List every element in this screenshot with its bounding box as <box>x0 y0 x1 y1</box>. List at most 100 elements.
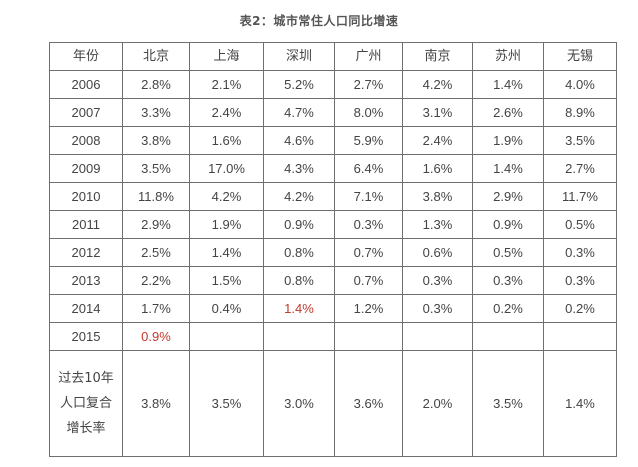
value-cell: 8.9% <box>543 98 617 127</box>
value-cell: 1.7% <box>122 294 190 323</box>
year-cell: 2009 <box>49 154 123 183</box>
empty-cell <box>263 322 335 351</box>
value-cell: 0.5% <box>472 238 544 267</box>
value-cell: 4.0% <box>543 70 617 99</box>
summary-label-line: 增长率 <box>66 421 106 436</box>
value-cell: 2.4% <box>402 126 473 155</box>
value-cell: 0.3% <box>402 294 473 323</box>
population-growth-table: 年份 北京 上海 深圳 广州 南京 苏州 无锡 2006 2.8% 2.1% 5… <box>49 42 617 457</box>
value-cell: 5.9% <box>334 126 403 155</box>
value-cell: 3.3% <box>122 98 190 127</box>
summary-value-cell: 2.0% <box>402 350 473 457</box>
value-cell: 0.3% <box>543 266 617 295</box>
value-cell: 7.1% <box>334 182 403 211</box>
empty-cell <box>402 322 473 351</box>
value-cell: 11.8% <box>122 182 190 211</box>
empty-cell <box>189 322 264 351</box>
header-city: 北京 <box>122 42 190 71</box>
summary-value-cell: 3.6% <box>334 350 403 457</box>
summary-label-line: 过去10年 <box>58 371 114 386</box>
value-cell: 0.3% <box>543 238 617 267</box>
table-row: 2008 3.8% 1.6% 4.6% 5.9% 2.4% 1.9% 3.5% <box>49 126 617 155</box>
table-row: 2010 11.8% 4.2% 4.2% 7.1% 3.8% 2.9% 11.7… <box>49 182 617 211</box>
value-cell: 0.2% <box>543 294 617 323</box>
value-cell: 2.1% <box>189 70 264 99</box>
table-row: 2012 2.5% 1.4% 0.8% 0.7% 0.6% 0.5% 0.3% <box>49 238 617 267</box>
value-cell: 6.4% <box>334 154 403 183</box>
header-city: 无锡 <box>543 42 617 71</box>
value-cell: 2.6% <box>472 98 544 127</box>
year-cell: 2011 <box>49 210 123 239</box>
value-cell: 1.6% <box>189 126 264 155</box>
header-city: 深圳 <box>263 42 335 71</box>
summary-label-cell: 过去10年 人口复合 增长率 <box>49 350 123 457</box>
value-cell: 1.2% <box>334 294 403 323</box>
value-cell: 0.3% <box>472 266 544 295</box>
value-cell: 17.0% <box>189 154 264 183</box>
value-cell: 2.7% <box>543 154 617 183</box>
value-cell: 0.7% <box>334 238 403 267</box>
value-cell: 8.0% <box>334 98 403 127</box>
value-cell: 4.3% <box>263 154 335 183</box>
value-cell: 3.5% <box>122 154 190 183</box>
value-cell: 1.5% <box>189 266 264 295</box>
header-city: 苏州 <box>472 42 544 71</box>
year-cell: 2007 <box>49 98 123 127</box>
value-cell: 2.8% <box>122 70 190 99</box>
value-cell: 0.5% <box>543 210 617 239</box>
value-cell: 0.3% <box>334 210 403 239</box>
value-cell: 0.8% <box>263 238 335 267</box>
year-cell: 2006 <box>49 70 123 99</box>
year-cell: 2012 <box>49 238 123 267</box>
value-cell: 0.9% <box>472 210 544 239</box>
value-cell: 4.2% <box>263 182 335 211</box>
highlighted-value-cell: 0.9% <box>122 322 190 351</box>
empty-cell <box>543 322 617 351</box>
header-city: 上海 <box>189 42 264 71</box>
table-row: 2009 3.5% 17.0% 4.3% 6.4% 1.6% 1.4% 2.7% <box>49 154 617 183</box>
summary-value-cell: 1.4% <box>543 350 617 457</box>
header-city: 广州 <box>334 42 403 71</box>
year-cell: 2014 <box>49 294 123 323</box>
value-cell: 4.2% <box>189 182 264 211</box>
value-cell: 0.3% <box>402 266 473 295</box>
value-cell: 0.4% <box>189 294 264 323</box>
summary-row: 过去10年 人口复合 增长率 3.8% 3.5% 3.0% 3.6% 2.0% … <box>49 350 617 457</box>
table-row: 2011 2.9% 1.9% 0.9% 0.3% 1.3% 0.9% 0.5% <box>49 210 617 239</box>
value-cell: 1.4% <box>472 70 544 99</box>
value-cell: 1.4% <box>472 154 544 183</box>
value-cell: 3.8% <box>402 182 473 211</box>
value-cell: 1.6% <box>402 154 473 183</box>
value-cell: 1.4% <box>189 238 264 267</box>
table-row: 2015 0.9% <box>49 322 617 351</box>
value-cell: 3.8% <box>122 126 190 155</box>
value-cell: 3.1% <box>402 98 473 127</box>
value-cell: 2.2% <box>122 266 190 295</box>
value-cell: 1.9% <box>189 210 264 239</box>
table-row: 2013 2.2% 1.5% 0.8% 0.7% 0.3% 0.3% 0.3% <box>49 266 617 295</box>
value-cell: 4.7% <box>263 98 335 127</box>
value-cell: 0.9% <box>263 210 335 239</box>
empty-cell <box>334 322 403 351</box>
value-cell: 1.9% <box>472 126 544 155</box>
value-cell: 2.9% <box>472 182 544 211</box>
summary-value-cell: 3.5% <box>189 350 264 457</box>
value-cell: 4.2% <box>402 70 473 99</box>
value-cell: 11.7% <box>543 182 617 211</box>
summary-value-cell: 3.0% <box>263 350 335 457</box>
highlighted-value-cell: 1.4% <box>263 294 335 323</box>
year-cell: 2013 <box>49 266 123 295</box>
value-cell: 0.7% <box>334 266 403 295</box>
value-cell: 0.2% <box>472 294 544 323</box>
year-cell: 2010 <box>49 182 123 211</box>
header-city: 南京 <box>402 42 473 71</box>
year-cell: 2008 <box>49 126 123 155</box>
value-cell: 4.6% <box>263 126 335 155</box>
value-cell: 0.6% <box>402 238 473 267</box>
table-row: 2007 3.3% 2.4% 4.7% 8.0% 3.1% 2.6% 8.9% <box>49 98 617 127</box>
value-cell: 2.9% <box>122 210 190 239</box>
header-year: 年份 <box>49 42 123 71</box>
value-cell: 1.3% <box>402 210 473 239</box>
year-cell: 2015 <box>49 322 123 351</box>
empty-cell <box>472 322 544 351</box>
